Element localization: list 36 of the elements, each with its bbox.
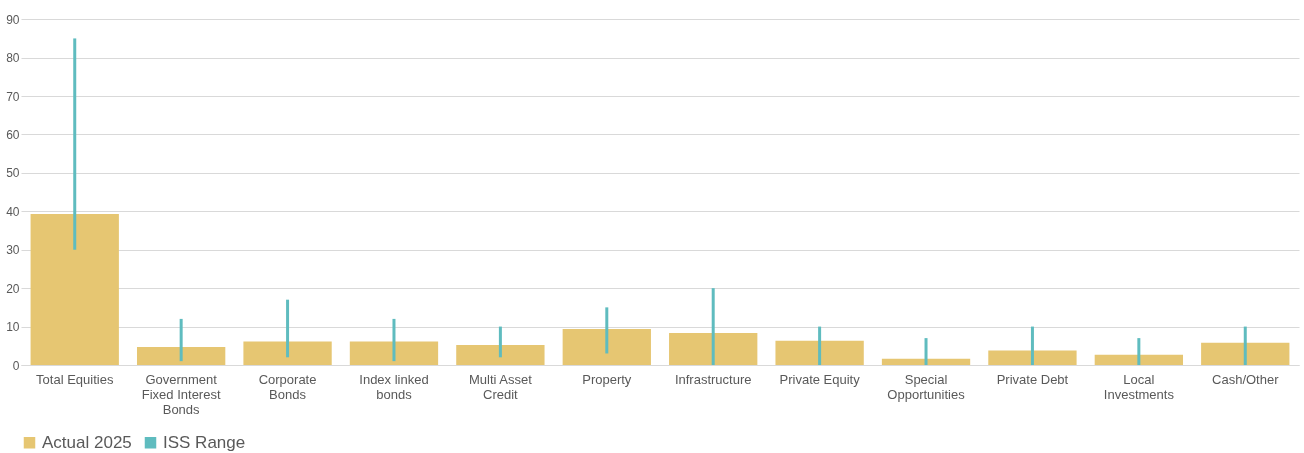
y-tick-label: 90: [6, 12, 20, 27]
x-tick-label: Infrastructure: [674, 371, 752, 387]
bar: [456, 345, 545, 365]
bar: [30, 214, 119, 365]
x-tick-label: Government Fixed Interest Bonds: [141, 371, 221, 417]
x-tick-label: Private Debt: [996, 371, 1069, 387]
legend-label: Actual 2025: [42, 432, 132, 452]
x-tick-label: Index linked bonds: [359, 371, 429, 402]
bar: [881, 358, 971, 365]
bar: [1094, 354, 1184, 365]
x-tick-label: Cash/Other: [1212, 371, 1280, 387]
y-tick-label: 30: [6, 243, 20, 258]
x-tick-label: Special Opportunities: [887, 371, 966, 402]
bar: [243, 341, 332, 365]
x-tick-label: Private Equity: [779, 371, 861, 387]
legend-label: ISS Range: [163, 432, 246, 452]
y-tick-label: 0: [12, 358, 20, 373]
x-tick-label: Corporate Bonds: [258, 371, 317, 402]
bar: [136, 346, 226, 365]
y-tick-label: 20: [6, 281, 20, 296]
y-tick-label: 40: [6, 204, 20, 219]
x-tick-label: Total Equities: [36, 371, 114, 387]
bar: [988, 350, 1077, 365]
x-tick-label: Multi Asset Credit: [468, 371, 533, 402]
bar: [775, 340, 864, 365]
y-tick-label: 50: [6, 166, 20, 181]
y-tick-label: 70: [6, 89, 20, 104]
x-tick-label: Local Investments: [1103, 371, 1175, 402]
y-tick-label: 60: [6, 127, 20, 142]
y-tick-label: 10: [6, 320, 20, 335]
bar: [669, 333, 758, 365]
bar: [349, 341, 439, 365]
y-tick-label: 80: [6, 51, 20, 66]
x-tick-label: Property: [582, 371, 632, 387]
bar: [1201, 342, 1290, 365]
bar: [562, 328, 651, 365]
